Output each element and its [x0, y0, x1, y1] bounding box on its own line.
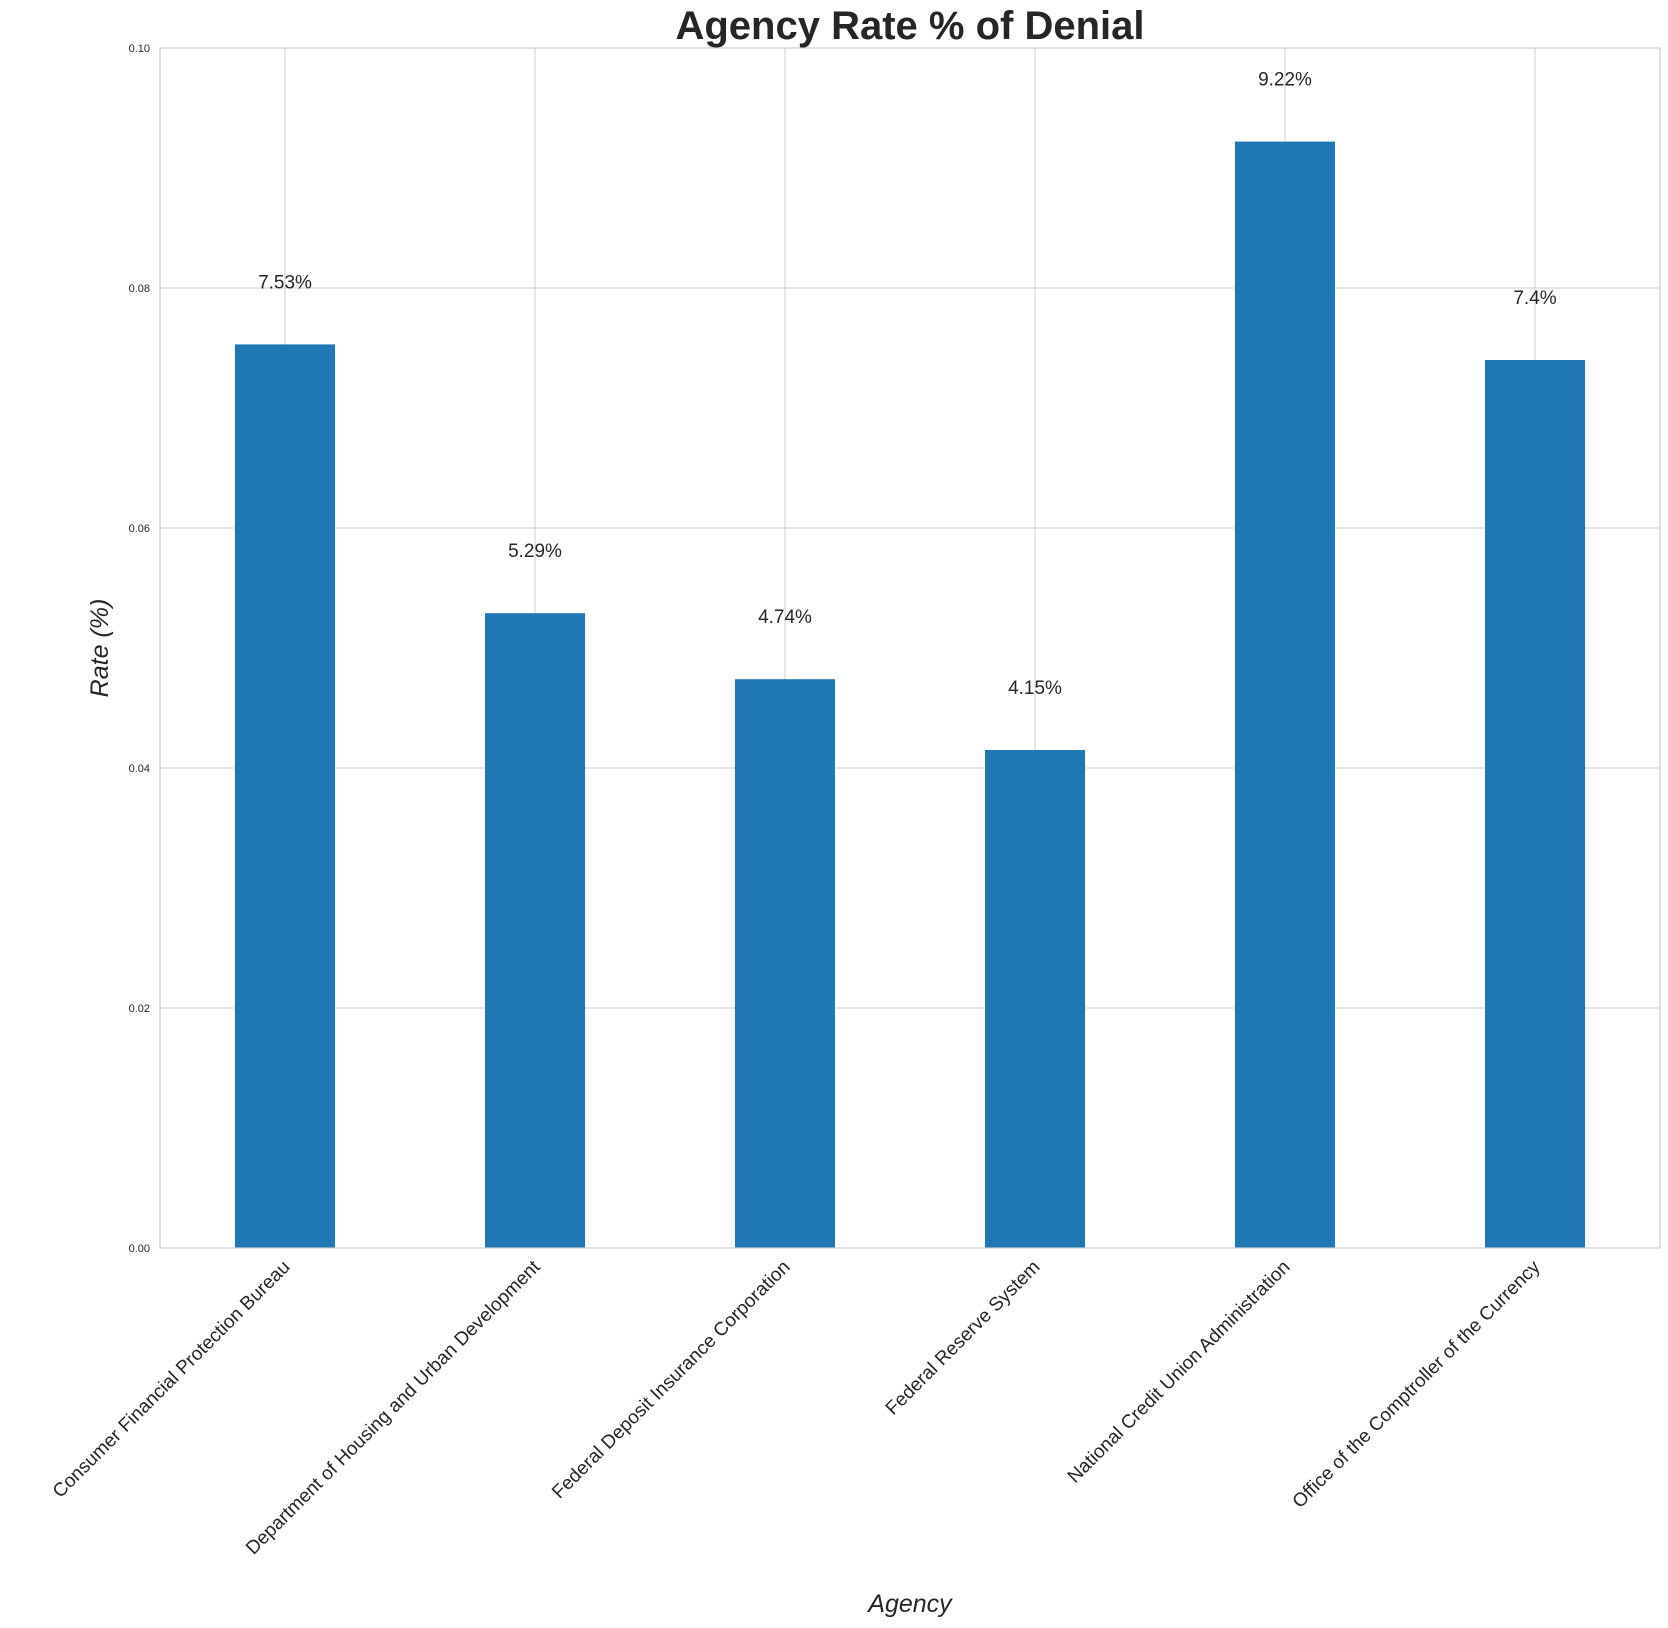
bar — [735, 679, 835, 1248]
data-label: 7.53% — [258, 272, 312, 293]
data-labels: 7.53% 5.29% 4.74% 4.15% 9.22% 7.4% — [258, 70, 1557, 699]
plot-frame — [159, 47, 1661, 1249]
y-tick-label: 0.04 — [129, 763, 150, 775]
y-tick-label: 0.10 — [129, 43, 150, 55]
x-tick-label: Office of the Comptroller of the Currenc… — [1289, 1256, 1545, 1512]
y-tick-label: 0.06 — [129, 523, 150, 535]
x-tick-label: National Credit Union Administration — [1064, 1257, 1295, 1488]
y-tick-label: 0.02 — [129, 1003, 150, 1015]
chart-title: Agency Rate % of Denial — [675, 4, 1144, 48]
y-gridlines — [160, 47, 1660, 1249]
x-tick-label: Federal Reserve System — [882, 1257, 1045, 1420]
x-tick-labels: Consumer Financial Protection BureauDepa… — [49, 1256, 1545, 1559]
x-tick-label: Consumer Financial Protection Bureau — [49, 1257, 295, 1503]
bar — [1485, 360, 1585, 1248]
x-gridlines — [284, 48, 1536, 1248]
data-label: 7.4% — [1513, 288, 1556, 309]
data-label: 4.15% — [1008, 678, 1062, 699]
y-axis-label: Rate (%) — [86, 599, 114, 698]
bars — [235, 141, 1585, 1249]
x-axis-label: Agency — [866, 1590, 953, 1618]
y-tick-labels: 0.00 0.02 0.04 0.06 0.08 0.10 — [129, 43, 150, 1255]
y-tick-label: 0.00 — [129, 1243, 150, 1255]
bar — [1235, 141, 1335, 1249]
data-label: 9.22% — [1258, 70, 1312, 91]
x-tick-label: Department of Housing and Urban Developm… — [242, 1256, 545, 1559]
x-tick-label: Federal Deposit Insurance Corporation — [548, 1257, 794, 1503]
y-tick-label: 0.08 — [129, 283, 150, 295]
bar — [485, 613, 585, 1248]
data-label: 5.29% — [508, 541, 562, 562]
bar — [985, 750, 1085, 1248]
bar — [235, 344, 335, 1248]
data-label: 4.74% — [758, 607, 812, 628]
